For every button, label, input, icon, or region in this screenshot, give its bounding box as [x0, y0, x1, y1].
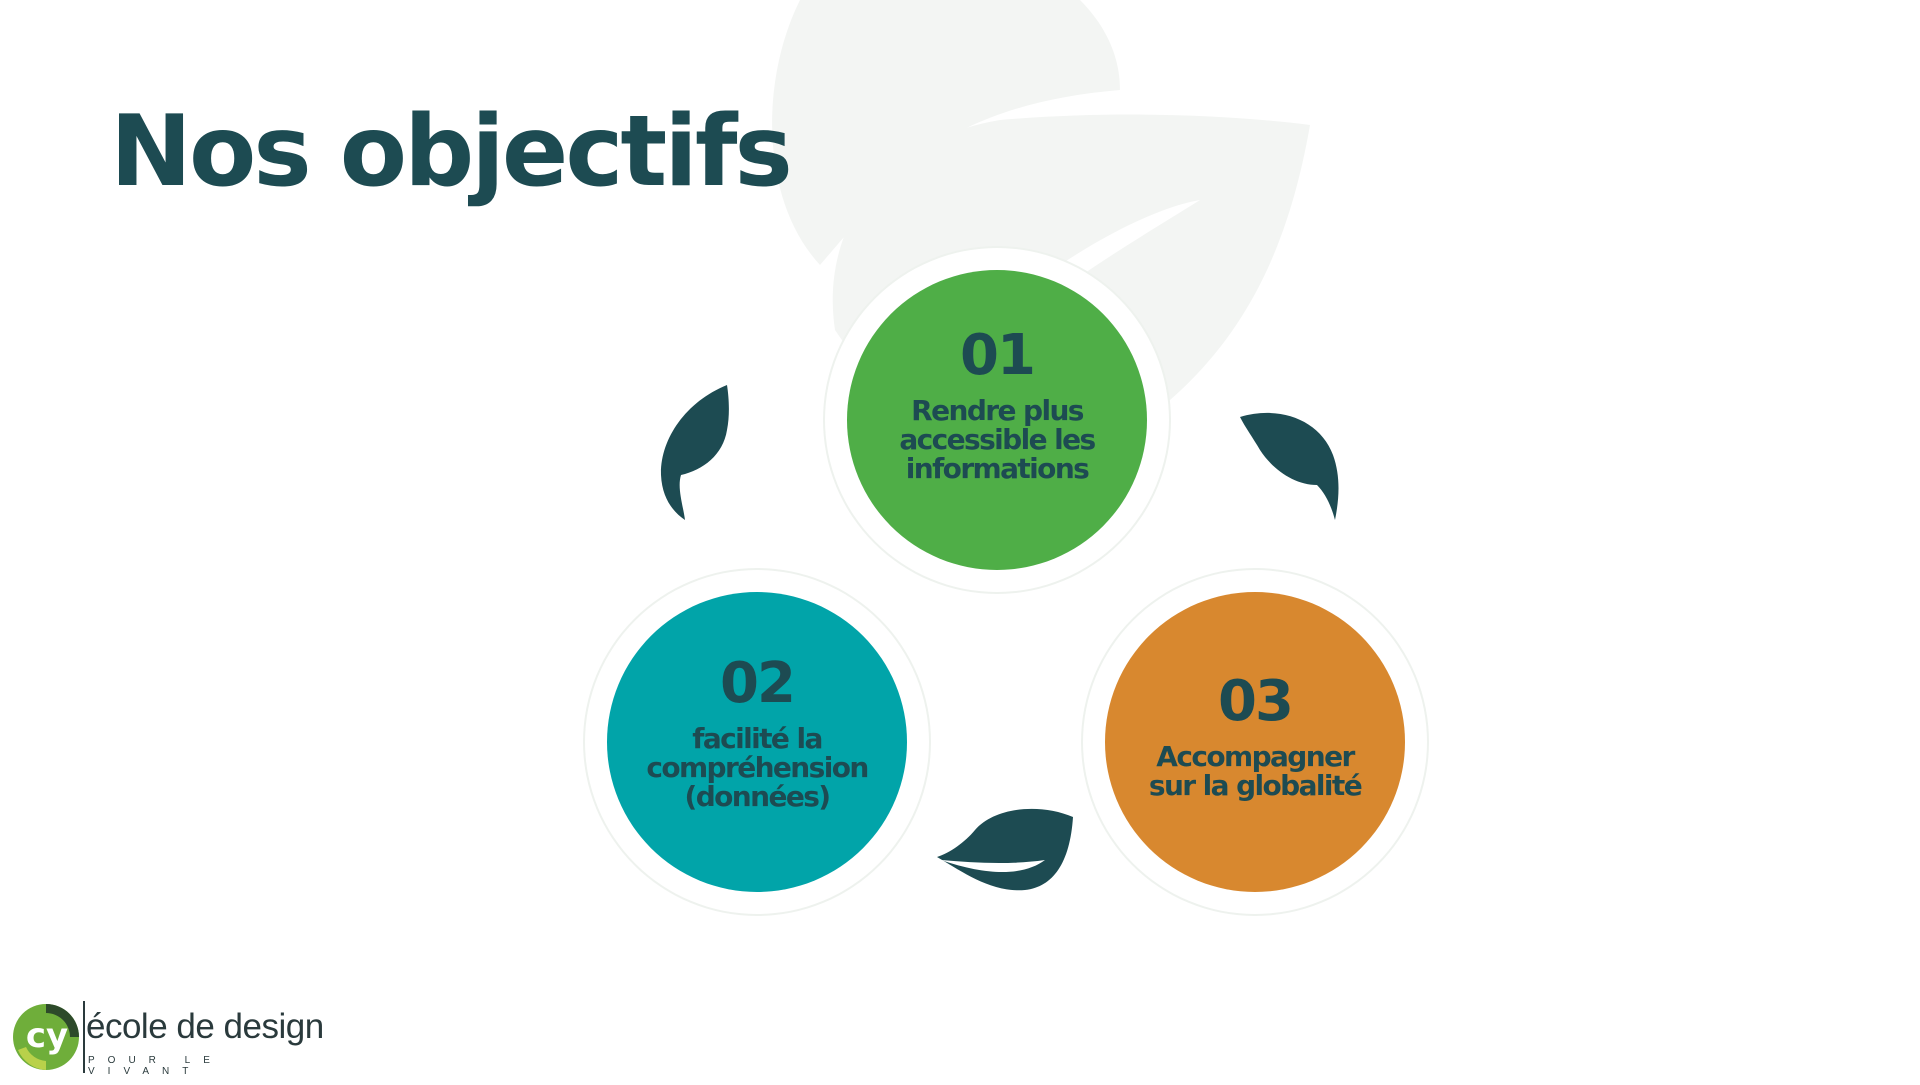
objective-ring-1: 01 Rendre plus accessible les informatio… [825, 248, 1169, 592]
page-title: Nos objectifs [110, 95, 793, 209]
objective-circle-3: 03 Accompagner sur la globalité [1105, 592, 1405, 892]
logo-mark-icon: cy [13, 1004, 79, 1070]
logo-name: école de design [86, 1007, 324, 1046]
logo-tagline: POUR LE VIVANT [88, 1055, 223, 1077]
objective-text: Accompagner sur la globalité [1148, 740, 1363, 802]
leaf-icon [937, 808, 1073, 891]
objective-circle-2: 02 facilité la compréhension (données) [607, 592, 907, 892]
objective-ring-3: 03 Accompagner sur la globalité [1083, 570, 1427, 914]
objective-text: facilité la compréhension (données) [646, 721, 869, 813]
logo-mark-text: cy [26, 1016, 68, 1056]
school-logo: cy école de design POUR LE VIVANT [10, 995, 350, 1085]
objective-ring-2: 02 facilité la compréhension (données) [585, 570, 929, 914]
logo-divider [83, 1001, 85, 1073]
objective-number: 03 [1218, 669, 1294, 734]
objective-number: 01 [960, 322, 1036, 388]
leaf-icon [1240, 412, 1339, 520]
leaf-icon [660, 385, 729, 520]
objective-number: 02 [720, 650, 796, 716]
objective-circle-1: 01 Rendre plus accessible les informatio… [847, 270, 1147, 570]
objective-text: Rendre plus accessible les informations [899, 393, 1096, 485]
